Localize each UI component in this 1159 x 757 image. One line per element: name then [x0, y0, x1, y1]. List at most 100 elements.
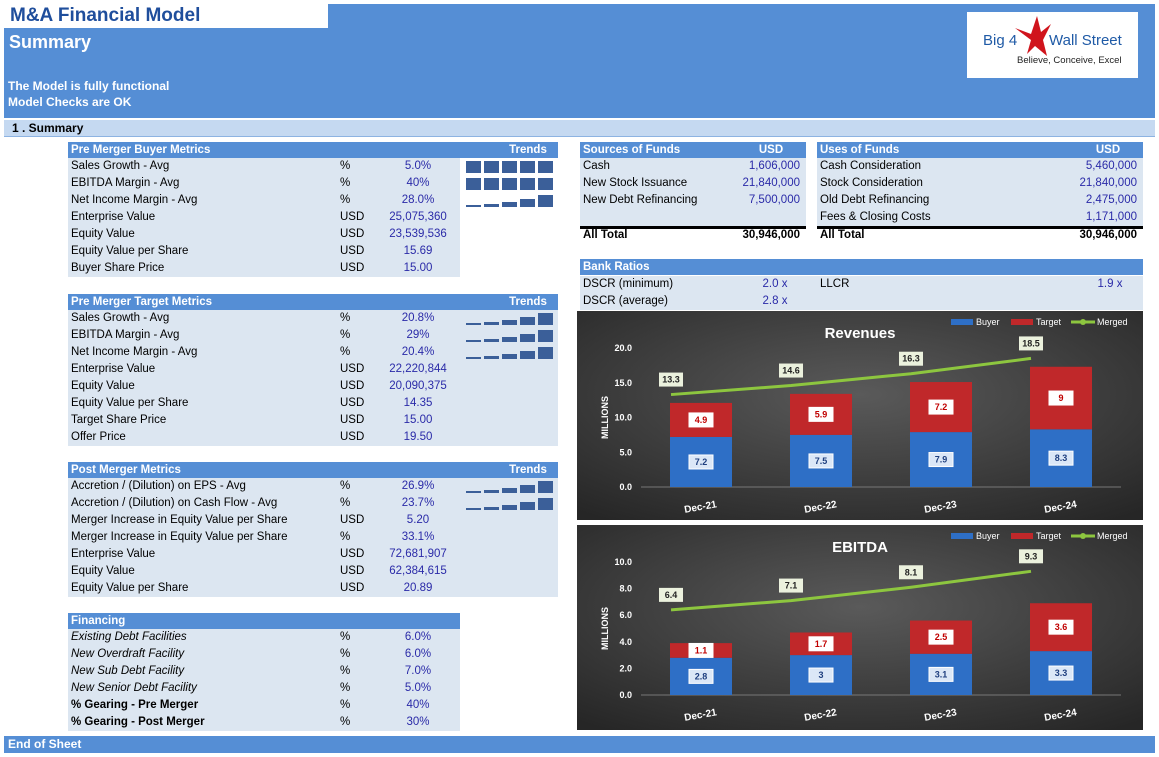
label-box	[928, 399, 954, 415]
row-value: 20.8%	[401, 312, 435, 324]
row-unit: USD	[340, 397, 365, 409]
data-label: 1.1	[695, 645, 708, 655]
ratio-label: DSCR (minimum)	[583, 278, 674, 290]
data-label: 3.1	[935, 669, 948, 679]
data-label: 3	[818, 670, 823, 680]
row-unit: %	[340, 160, 351, 172]
table-row	[580, 192, 806, 209]
row-value: 15.00	[403, 262, 433, 274]
table-row	[580, 276, 1143, 293]
row-unit: %	[340, 480, 351, 492]
trend-bar	[484, 490, 499, 493]
row-label: % Gearing - Post Merger	[71, 716, 205, 728]
data-label: 1.7	[815, 639, 828, 649]
trend-bar	[484, 356, 499, 359]
subtitle: Summary	[9, 32, 92, 52]
label-box	[688, 668, 714, 684]
label-box	[899, 565, 923, 580]
row-value: 15.00	[403, 414, 433, 426]
y-tick-label: 2.0	[619, 663, 632, 673]
trend-sparkline	[466, 347, 553, 359]
table-row	[580, 158, 806, 175]
label-box	[808, 406, 834, 422]
row-label: Merger Increase in Equity Value per Shar…	[71, 531, 288, 543]
legend-label: Buyer	[976, 531, 1000, 541]
row-unit: USD	[340, 262, 365, 274]
trend-bar	[520, 351, 535, 359]
trend-bar	[520, 502, 535, 510]
table-row	[68, 378, 558, 395]
table-row	[68, 629, 460, 646]
y-tick-label: 4.0	[619, 637, 632, 647]
trend-bar	[538, 195, 553, 207]
table-row	[68, 243, 460, 260]
data-label: 5.9	[815, 409, 828, 419]
row-label: Offer Price	[71, 431, 126, 443]
y-tick-label: 5.0	[619, 447, 632, 457]
table-header: Pre Merger Target Metrics	[68, 294, 558, 310]
table-row	[68, 714, 460, 731]
trend-bar	[466, 491, 481, 493]
table-row	[68, 663, 460, 680]
status: The Model is fully functional	[8, 79, 170, 93]
data-label: 3.6	[1055, 622, 1068, 632]
label-box	[928, 666, 954, 682]
row-unit: %	[340, 531, 351, 543]
table-row	[580, 175, 806, 192]
trend-bar	[538, 347, 553, 359]
table-row	[68, 395, 558, 412]
table-header: Uses of Funds	[817, 142, 1143, 158]
row-unit: %	[340, 699, 351, 711]
logo: Big 4 Wall Street Believe, Conceive, Exc…	[967, 12, 1138, 78]
y-tick-label: 0.0	[619, 690, 632, 700]
y-tick-label: 20.0	[614, 343, 632, 353]
trends-header: Trends	[509, 144, 547, 156]
row-value: 23,539,536	[389, 228, 447, 240]
label-box	[1019, 336, 1043, 351]
row-label: Enterprise Value	[71, 548, 156, 560]
row-value: 5.20	[406, 514, 430, 526]
label-box	[779, 363, 803, 378]
row-value: 2,475,000	[1085, 194, 1137, 206]
total-row	[817, 226, 1143, 243]
legend-label: Merged	[1097, 317, 1128, 327]
row-value: 15.69	[403, 245, 433, 257]
data-label: 14.6	[782, 366, 800, 376]
row-value: 25,075,360	[389, 211, 447, 223]
row-unit: %	[340, 648, 351, 660]
row-value: 62,384,615	[389, 565, 447, 577]
trend-bar	[502, 202, 517, 207]
row-unit: %	[340, 631, 351, 643]
row-label: New Senior Debt Facility	[71, 682, 197, 694]
row-label: % Gearing - Pre Merger	[71, 699, 199, 711]
trend-bar	[484, 339, 499, 342]
row-value: 23.7%	[401, 497, 435, 509]
line	[670, 356, 1032, 397]
row-unit: %	[340, 716, 351, 728]
trend-bar	[502, 161, 517, 173]
row-label: Equity Value	[71, 380, 135, 392]
legend-label: Target	[1036, 531, 1062, 541]
label-box	[1048, 665, 1074, 681]
legend-swatch	[951, 533, 973, 539]
legend-swatch	[951, 319, 973, 325]
logo-tagline: Believe, Conceive, Excel	[1017, 55, 1122, 66]
table-row	[68, 192, 460, 209]
legend-label: Target	[1036, 317, 1062, 327]
trend-bar	[466, 508, 481, 510]
label-box	[1048, 450, 1074, 466]
row-label: Cash Consideration	[820, 160, 922, 172]
trend-bar	[502, 337, 517, 342]
label-box	[928, 629, 954, 645]
row-value: 20.89	[403, 582, 433, 594]
legend-swatch	[1080, 319, 1086, 325]
row-value: 5,460,000	[1085, 160, 1137, 172]
trends-header: Trends	[509, 296, 547, 308]
table-header: Pre Merger Buyer Metrics	[68, 142, 558, 158]
data-label: 18.5	[1022, 338, 1040, 348]
data-label: 9.3	[1025, 551, 1038, 561]
y-tick-label: 6.0	[619, 610, 632, 620]
data-label: 4.9	[695, 415, 708, 425]
row-value: 20.4%	[401, 346, 435, 358]
